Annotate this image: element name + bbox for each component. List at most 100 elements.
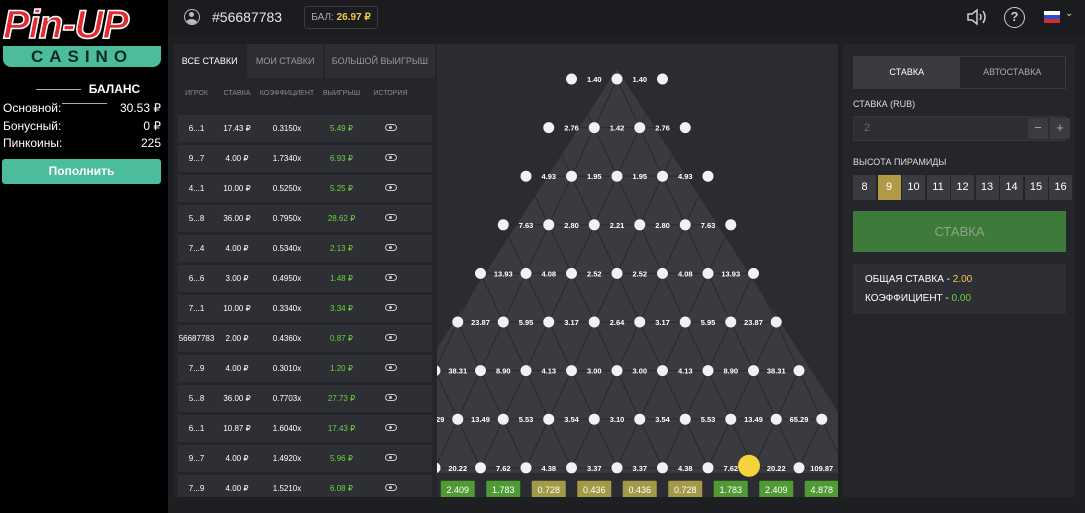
ball bbox=[738, 454, 760, 477]
stake-cell: 10.87 ₽ bbox=[223, 424, 251, 433]
coefficient-label: КОЭФФИЦИЕНТ - bbox=[865, 293, 952, 304]
peg bbox=[748, 267, 759, 279]
peg bbox=[588, 122, 600, 134]
user-icon[interactable] bbox=[184, 9, 200, 25]
eye-icon[interactable] bbox=[384, 214, 397, 221]
minus-button[interactable]: − bbox=[1028, 118, 1048, 139]
height-option-14[interactable]: 14 bbox=[1000, 175, 1023, 200]
multiplier-label: 2.64 bbox=[610, 318, 625, 327]
tab-bet[interactable]: СТАВКА bbox=[854, 57, 960, 88]
eye-icon[interactable] bbox=[384, 424, 397, 431]
history-cell bbox=[368, 424, 413, 433]
height-option-11[interactable]: 11 bbox=[926, 175, 950, 200]
mode-tabs: СТАВКА АВТОСТАВКА bbox=[853, 56, 1066, 89]
bets-tabs: ВСЕ СТАВКИ МОИ СТАВКИ БОЛЬШОЙ ВЫИГРЫШ bbox=[174, 44, 437, 78]
tab-my-bets[interactable]: МОИ СТАВКИ bbox=[247, 44, 323, 78]
peg bbox=[657, 462, 668, 474]
help-icon[interactable]: ? bbox=[1004, 7, 1025, 28]
coef-cell: 1.4920x bbox=[272, 454, 302, 463]
multiplier-label: 5.95 bbox=[519, 318, 534, 327]
height-option-9[interactable]: 9 bbox=[877, 175, 901, 200]
bet-button[interactable]: СТАВКА bbox=[853, 211, 1066, 252]
flag-icon[interactable] bbox=[1044, 11, 1060, 23]
multiplier-label: 13.93 bbox=[721, 269, 740, 278]
eye-icon[interactable] bbox=[384, 124, 397, 131]
tab-all-bets[interactable]: ВСЕ СТАВКИ bbox=[174, 44, 246, 78]
payout-label: 0.436 bbox=[583, 485, 606, 495]
table-row: 5...8 36.00 ₽ 0.7950x 28.62 ₽ bbox=[178, 205, 432, 232]
multiplier-label: 3.37 bbox=[587, 464, 602, 473]
player-cell: 6...6 bbox=[188, 274, 205, 283]
user-id: #56687783 bbox=[212, 9, 283, 25]
table-row: 7...1 10.00 ₽ 0.3340x 3.34 ₽ bbox=[178, 295, 432, 322]
eye-icon[interactable] bbox=[384, 154, 397, 161]
payout-box bbox=[531, 480, 566, 497]
eye-icon[interactable] bbox=[384, 394, 397, 401]
balance-bonus-value: 0 ₽ bbox=[143, 119, 161, 133]
multiplier-label: 8.90 bbox=[723, 367, 738, 376]
peg bbox=[793, 365, 805, 377]
table-row: 7...9 4.00 ₽ 1.5210x 6.08 ₽ bbox=[178, 475, 432, 497]
stake-cell: 2.00 ₽ bbox=[225, 334, 249, 343]
height-option-13[interactable]: 13 bbox=[975, 175, 999, 200]
eye-icon[interactable] bbox=[384, 274, 397, 281]
peg bbox=[497, 316, 509, 328]
header-stake: СТАВКА bbox=[223, 90, 251, 97]
eye-icon[interactable] bbox=[384, 184, 397, 191]
peg bbox=[679, 316, 691, 328]
payout-label: 0.728 bbox=[537, 485, 560, 495]
multiplier-label: 13.93 bbox=[494, 269, 513, 278]
topup-button[interactable]: Пополнить bbox=[2, 159, 161, 184]
multiplier-label: 4.13 bbox=[541, 367, 556, 376]
eye-icon[interactable] bbox=[384, 244, 397, 251]
eye-icon[interactable] bbox=[384, 484, 397, 491]
pyramid-grid bbox=[437, 78, 838, 469]
header-win: ВЫИГРЫШ bbox=[323, 90, 360, 97]
table-row: 6...1 17.43 ₽ 0.3150x 5.49 ₽ bbox=[178, 115, 432, 142]
tab-big-win[interactable]: БОЛЬШОЙ ВЫИГРЫШ bbox=[324, 44, 435, 78]
multiplier-label: 7.63 bbox=[701, 221, 716, 230]
tab-autobet[interactable]: АВТОСТАВКА bbox=[983, 67, 1042, 77]
peg bbox=[520, 365, 532, 377]
payout-label: 4.878 bbox=[810, 485, 833, 495]
height-option-15[interactable]: 15 bbox=[1024, 175, 1048, 200]
pyramid-height-label: ВЫСОТА ПИРАМИДЫ bbox=[853, 157, 947, 167]
balance-pincoins-label: Пинкоины: bbox=[3, 136, 63, 150]
height-option-16[interactable]: 16 bbox=[1049, 175, 1072, 200]
chevron-down-icon[interactable]: ⌄ bbox=[1065, 8, 1074, 19]
sound-icon[interactable] bbox=[966, 7, 990, 27]
multiplier-label: 3.10 bbox=[610, 415, 625, 424]
plus-button[interactable]: + bbox=[1050, 118, 1070, 139]
peg bbox=[566, 365, 577, 377]
bets-panel: ВСЕ СТАВКИ МОИ СТАВКИ БОЛЬШОЙ ВЫИГРЫШ ИГ… bbox=[174, 44, 437, 497]
payout-label: 0.436 bbox=[628, 485, 651, 495]
multiplier-label: 5.95 bbox=[701, 318, 716, 327]
multiplier-label: 2.52 bbox=[632, 269, 647, 278]
height-option-10[interactable]: 10 bbox=[902, 175, 925, 200]
history-cell bbox=[368, 274, 413, 283]
coefficient-value: 0.00 bbox=[951, 293, 972, 304]
multiplier-label: 5.53 bbox=[701, 415, 716, 424]
peg bbox=[566, 267, 577, 279]
multiplier-label: 2.76 bbox=[564, 124, 579, 133]
height-option-12[interactable]: 12 bbox=[951, 175, 974, 200]
win-cell: 6.08 ₽ bbox=[330, 484, 353, 493]
eye-icon[interactable] bbox=[384, 304, 397, 311]
multiplier-label: 2.80 bbox=[655, 221, 670, 230]
eye-icon[interactable] bbox=[384, 364, 397, 371]
eye-icon[interactable] bbox=[384, 334, 397, 341]
multiplier-label: 3.54 bbox=[655, 415, 670, 424]
peg bbox=[634, 316, 646, 328]
multiplier-label: 3.17 bbox=[564, 318, 579, 327]
multiplier-label: 4.93 bbox=[678, 172, 693, 181]
table-row: 9...7 4.00 ₽ 1.4920x 5.96 ₽ bbox=[178, 445, 432, 472]
peg bbox=[543, 219, 555, 231]
logo-bottom-text: CASINO bbox=[3, 46, 161, 67]
logo[interactable]: Pin-UP CASINO bbox=[2, 4, 161, 67]
peg bbox=[679, 122, 691, 134]
multiplier-label: 4.38 bbox=[678, 464, 693, 473]
eye-icon[interactable] bbox=[384, 454, 397, 461]
multiplier-label: 4.38 bbox=[541, 464, 556, 473]
height-option-8[interactable]: 8 bbox=[853, 175, 876, 200]
